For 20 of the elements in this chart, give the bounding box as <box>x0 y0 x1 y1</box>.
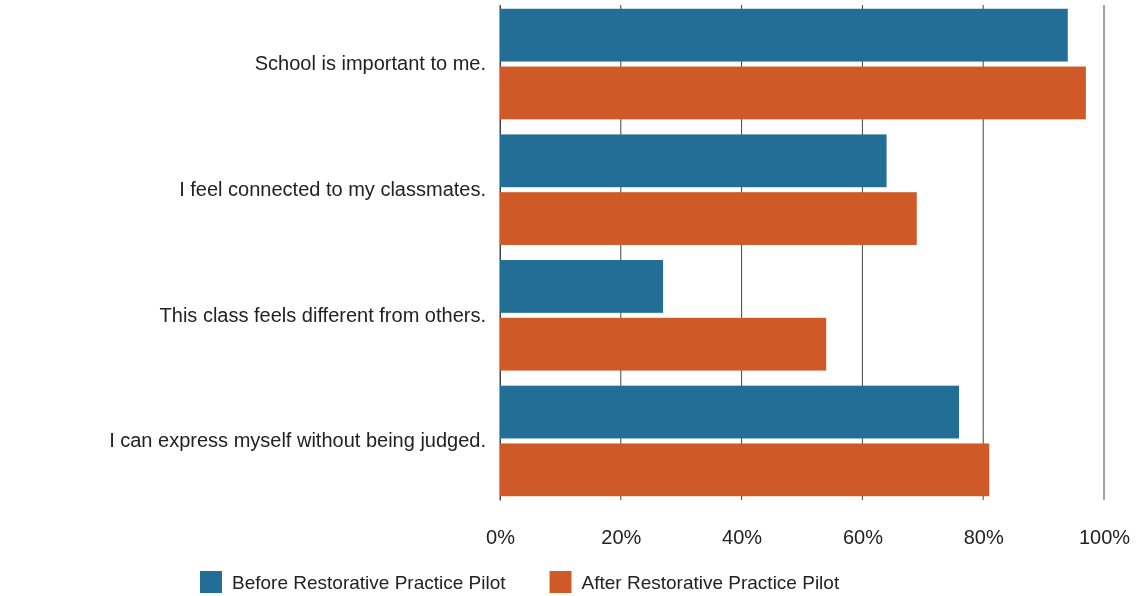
x-tick-label: 20% <box>601 526 642 549</box>
y-tick-label: This class feels different from others. <box>159 303 486 326</box>
y-tick-label: I feel connected to my classmates. <box>179 178 486 201</box>
x-tick-label: 80% <box>963 526 1004 549</box>
bar <box>500 192 917 245</box>
bar <box>500 443 990 497</box>
bar <box>500 66 1086 120</box>
legend-label: After Restorative Practice Pilot <box>581 572 840 593</box>
x-tick-label: 40% <box>722 526 763 549</box>
y-tick-label: School is important to me. <box>254 52 486 75</box>
bar <box>500 134 887 188</box>
bar <box>500 260 664 313</box>
legend-label: Before Restorative Practice Pilot <box>232 572 507 593</box>
x-tick-label: 60% <box>842 526 884 549</box>
bar <box>500 317 827 371</box>
bar <box>500 8 1068 62</box>
x-tick-label: 100% <box>1078 526 1131 549</box>
bar <box>500 385 960 439</box>
y-tick-label: I can express myself without being judged. <box>109 429 486 452</box>
x-tick-label: 0% <box>486 526 516 549</box>
